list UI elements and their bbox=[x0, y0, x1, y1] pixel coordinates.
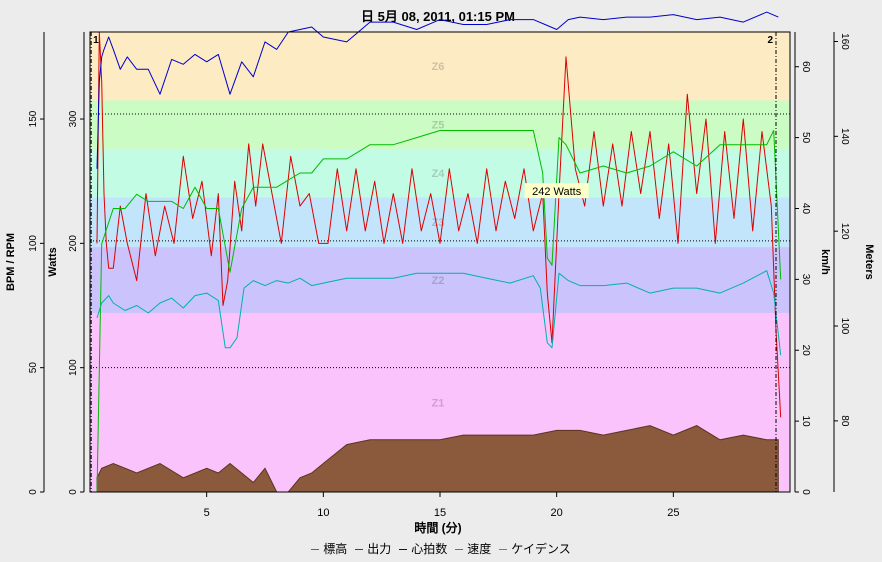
legend-label: ケイデンス bbox=[511, 542, 571, 556]
y-axis-label-meters: Meters bbox=[863, 244, 875, 279]
x-tick-label: 5 bbox=[204, 507, 210, 519]
series-area-elevation bbox=[96, 425, 779, 493]
y-axis-label-bpm: BPM / RPM bbox=[5, 233, 17, 291]
series-lines bbox=[96, 11, 782, 493]
annotation-box bbox=[524, 183, 589, 199]
series-line bbox=[96, 31, 782, 418]
y-tick-label: 30 bbox=[800, 274, 811, 286]
y-tick-label: 160 bbox=[839, 33, 850, 50]
x-tick-label: 15 bbox=[434, 507, 446, 519]
zone-label: Z5 bbox=[432, 120, 445, 132]
y-axis-label-watts: Watts bbox=[47, 247, 59, 277]
interval-marker-label: 1 bbox=[93, 35, 99, 46]
y-tick-label: 0 bbox=[800, 489, 811, 495]
series-line bbox=[96, 130, 782, 493]
y-tick-label: 100 bbox=[28, 235, 39, 252]
zone-label: Z2 bbox=[432, 275, 445, 287]
x-tick-label: 25 bbox=[667, 507, 679, 519]
x-axis-label: 時間 (分) bbox=[414, 520, 461, 535]
y-tick-label: 80 bbox=[839, 415, 850, 427]
y-tick-label: 120 bbox=[839, 223, 850, 240]
interval-marker-label: 2 bbox=[767, 35, 773, 46]
legend-label: 速度 bbox=[467, 542, 492, 556]
legend-swatch bbox=[399, 549, 408, 551]
y-tick-label: 100 bbox=[839, 318, 850, 335]
y-tick-label: 20 bbox=[800, 345, 811, 357]
legend: 標高 出力 心拍数 速度 ケイデンス bbox=[0, 540, 882, 557]
zone-band bbox=[90, 32, 790, 101]
legend-label: 標高 bbox=[323, 542, 348, 556]
legend-item: 速度 bbox=[455, 540, 491, 557]
legend-swatch bbox=[455, 549, 464, 551]
y-tick-label: 50 bbox=[800, 132, 811, 144]
y-tick-label: 200 bbox=[68, 235, 79, 252]
legend-item: 心拍数 bbox=[399, 540, 447, 557]
legend-label: 心拍数 bbox=[411, 542, 448, 556]
y-tick-label: 0 bbox=[28, 489, 39, 495]
zone-label: Z6 bbox=[432, 61, 445, 73]
legend-item: 標高 bbox=[311, 540, 347, 557]
zone-label: Z1 bbox=[432, 397, 445, 409]
y-tick-label: 60 bbox=[800, 61, 811, 73]
zone-band bbox=[90, 247, 790, 313]
zone-label: Z4 bbox=[432, 168, 446, 180]
legend-item: 出力 bbox=[355, 540, 391, 557]
annotation-group: 242 Watts bbox=[524, 183, 589, 199]
x-tick-label: 10 bbox=[317, 507, 329, 519]
zone-bands: Z1 Z2 Z3 Z4 Z5 Z6 bbox=[90, 32, 790, 492]
y-tick-label: 0 bbox=[68, 489, 79, 495]
zone-label: Z3 bbox=[432, 217, 445, 229]
y-tick-label: 50 bbox=[28, 362, 39, 374]
y-tick-label: 40 bbox=[800, 203, 811, 215]
legend-swatch bbox=[499, 549, 508, 551]
series-line bbox=[96, 11, 779, 169]
y-tick-label: 150 bbox=[28, 110, 39, 127]
chart-title: 日 5月 08, 2011, 01:15 PM bbox=[361, 9, 515, 24]
y-tick-label: 100 bbox=[68, 359, 79, 376]
legend-swatch bbox=[311, 549, 320, 551]
series-line bbox=[96, 270, 782, 356]
y-tick-label: 300 bbox=[68, 110, 79, 127]
x-tick-label: 20 bbox=[551, 507, 563, 519]
legend-swatch bbox=[355, 549, 364, 551]
legend-item: ケイデンス bbox=[499, 540, 571, 557]
y-tick-label: 10 bbox=[800, 416, 811, 428]
y-tick-label: 140 bbox=[839, 128, 850, 145]
annotation-label: 242 Watts bbox=[532, 186, 582, 198]
zone-band bbox=[90, 100, 790, 149]
legend-label: 出力 bbox=[367, 542, 392, 556]
y-axis-label-kmh: km/h bbox=[819, 249, 831, 275]
